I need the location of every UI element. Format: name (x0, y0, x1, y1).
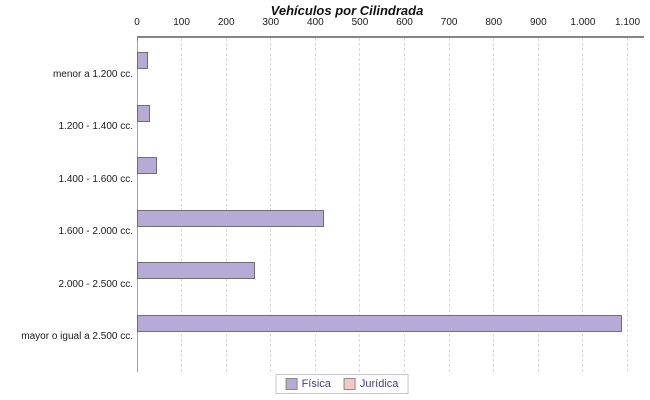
x-tick-label: 800 (485, 17, 503, 28)
gridline (181, 38, 183, 372)
gridline (493, 38, 495, 372)
legend: Física Jurídica (275, 374, 409, 394)
legend-item: Jurídica (343, 378, 399, 390)
gridline (314, 38, 316, 372)
gridline (537, 38, 539, 372)
legend-item: Física (285, 378, 331, 390)
gridline (627, 38, 628, 372)
bar-row (137, 311, 644, 363)
x-axis-line (137, 36, 644, 38)
gridline (359, 38, 361, 372)
x-tick-mark (136, 38, 138, 41)
gridline (448, 38, 450, 372)
x-tick-label: 0 (134, 17, 140, 28)
legend-swatch-icon (343, 378, 356, 390)
bar-fisica (137, 52, 148, 69)
category-label: 1.600 - 2.000 cc. (58, 226, 134, 237)
gridline (404, 38, 406, 372)
legend-label: Jurídica (359, 378, 399, 390)
gridline (270, 38, 272, 372)
bar-row (137, 153, 644, 205)
bar-row (137, 258, 644, 310)
bar-fisica (137, 314, 622, 332)
x-tick-label: 500 (351, 17, 369, 28)
x-tick-label: 400 (307, 17, 324, 28)
bar-row (137, 48, 644, 100)
bar-row (137, 206, 644, 258)
legend-label: Física (301, 378, 331, 390)
bar-fisica (137, 157, 157, 174)
plot-area (136, 36, 644, 372)
legend-swatch-icon (285, 378, 298, 390)
bar-fisica (137, 209, 324, 227)
category-label: 1.400 - 1.600 cc. (58, 173, 134, 185)
x-tick-label: 700 (440, 17, 458, 28)
gridline (582, 38, 584, 372)
x-tick-label: 100 (173, 17, 190, 28)
chart-title: Vehículos por Cilindrada (270, 3, 424, 18)
bar-fisica (137, 262, 255, 279)
category-label: mayor o igual a 2.500 cc. (21, 331, 133, 342)
category-label: 1.200 - 1.400 cc. (58, 121, 134, 132)
category-label: 2.000 - 2.500 cc. (58, 278, 134, 290)
x-tick-label: 600 (396, 17, 413, 28)
x-tick-label: 200 (217, 17, 235, 28)
gridline (225, 38, 227, 372)
x-tick-label: 900 (529, 17, 547, 28)
bar-fisica (137, 104, 150, 122)
x-tick-label: 1.000 (570, 17, 596, 28)
bar-row (137, 101, 644, 153)
y-axis-line (137, 38, 138, 372)
x-tick-label: 300 (262, 17, 280, 28)
category-label: menor a 1.200 cc. (52, 68, 133, 80)
x-tick-label: 1.100 (614, 17, 641, 28)
